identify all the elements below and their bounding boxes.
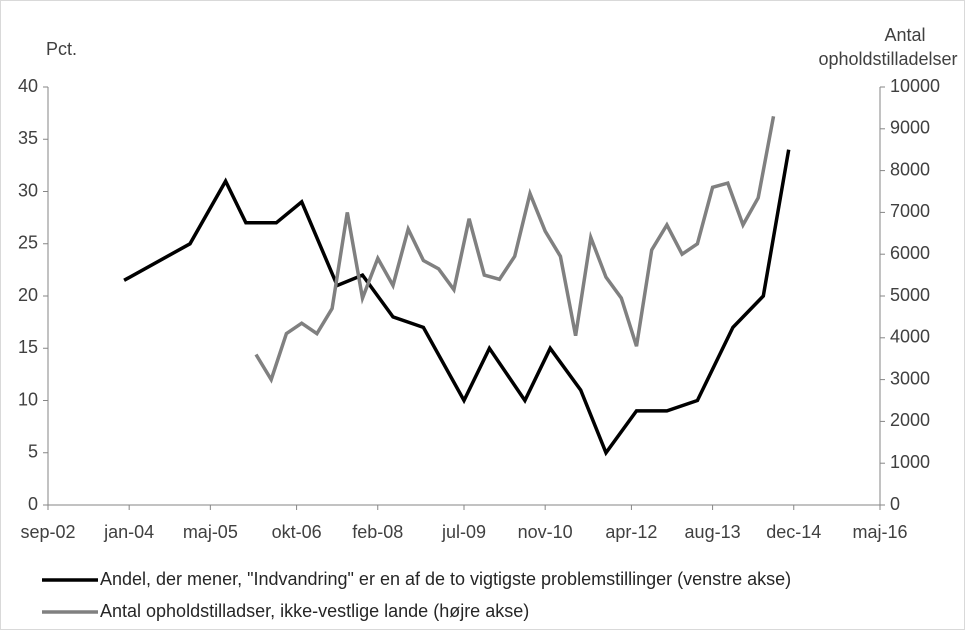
y2-tick-label: 4000: [890, 327, 930, 347]
y2-tick-label: 5000: [890, 285, 930, 305]
y-axis-label: Pct.: [46, 39, 77, 59]
x-tick-label: jul-09: [441, 522, 486, 542]
y2-tick-label: 6000: [890, 243, 930, 263]
legend-label: Antal opholdstilladser, ikke-vestlige la…: [100, 601, 529, 621]
y2-axis-label: opholdstilladelser: [818, 49, 957, 69]
y-tick-label: 30: [18, 180, 38, 200]
y2-tick-label: 9000: [890, 118, 930, 138]
x-tick-label: aug-13: [685, 522, 741, 542]
x-tick-label: feb-08: [352, 522, 403, 542]
x-tick-label: maj-05: [183, 522, 238, 542]
y-tick-label: 20: [18, 285, 38, 305]
y-tick-label: 0: [28, 494, 38, 514]
y-tick-label: 35: [18, 128, 38, 148]
y2-tick-label: 8000: [890, 159, 930, 179]
y2-tick-label: 1000: [890, 452, 930, 472]
y2-tick-label: 10000: [890, 76, 940, 96]
x-tick-label: dec-14: [766, 522, 821, 542]
y-tick-label: 5: [28, 442, 38, 462]
x-tick-label: maj-16: [852, 522, 907, 542]
y2-axis-label: Antal: [884, 25, 925, 45]
y-tick-label: 25: [18, 233, 38, 253]
legend-label: Andel, der mener, "Indvandring" er en af…: [100, 569, 791, 589]
y2-tick-label: 2000: [890, 410, 930, 430]
y2-tick-label: 0: [890, 494, 900, 514]
x-tick-label: apr-12: [605, 522, 657, 542]
data-line: [254, 115, 776, 384]
x-tick-label: okt-06: [272, 522, 322, 542]
x-tick-label: jan-04: [103, 522, 154, 542]
data-line: [123, 149, 791, 457]
x-tick-label: nov-10: [518, 522, 573, 542]
y2-tick-label: 3000: [890, 368, 930, 388]
x-tick-label: sep-02: [20, 522, 75, 542]
y-tick-label: 10: [18, 389, 38, 409]
y-tick-label: 40: [18, 76, 38, 96]
y-tick-label: 15: [18, 337, 38, 357]
y2-tick-label: 7000: [890, 201, 930, 221]
